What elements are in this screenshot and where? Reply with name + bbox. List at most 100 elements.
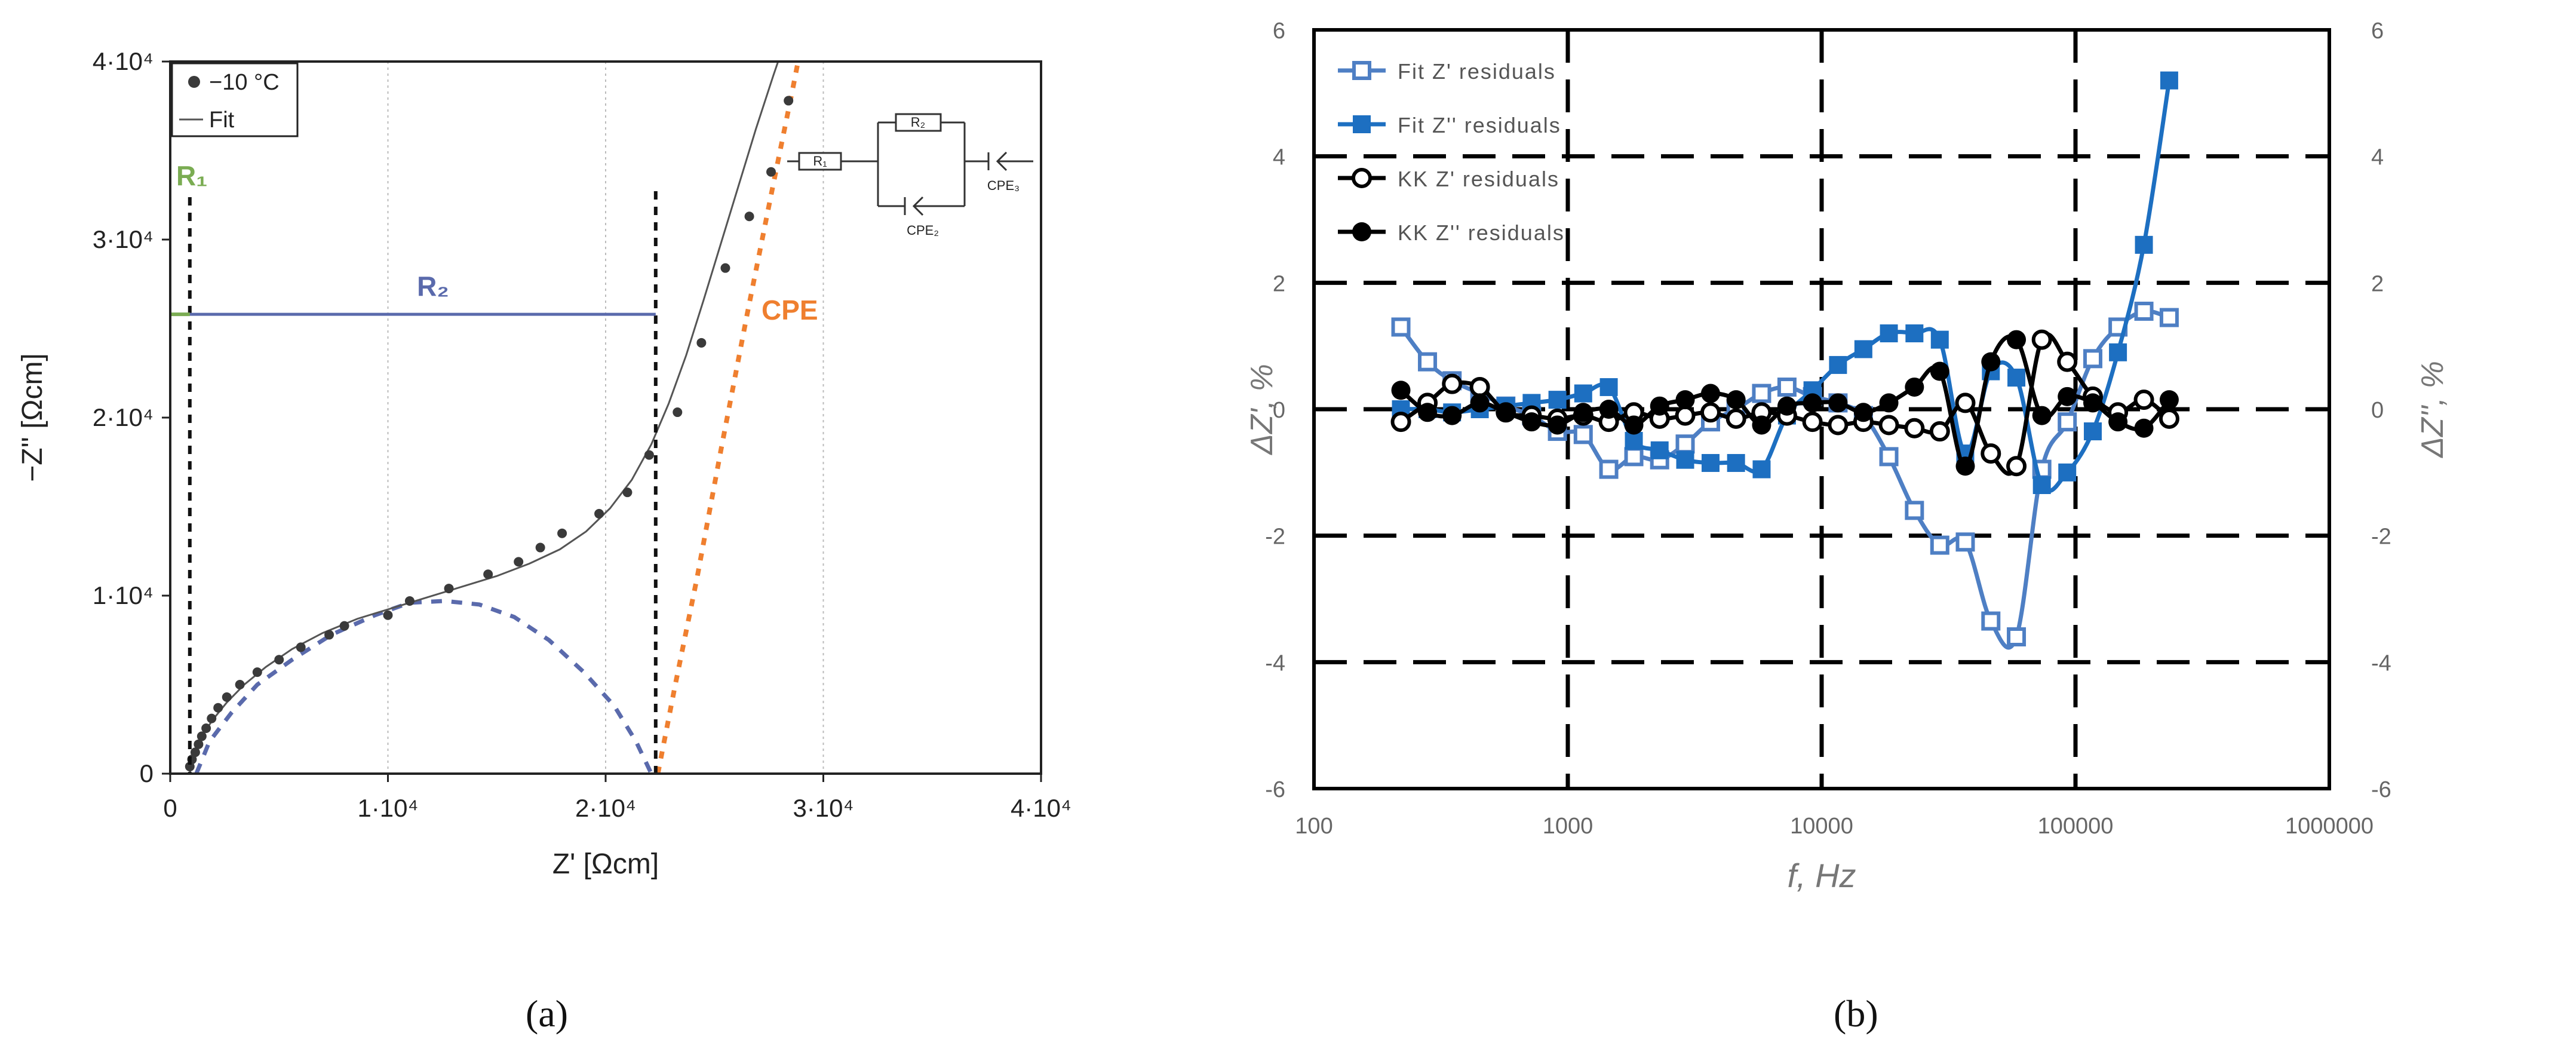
panel-label-b: (b)	[1834, 992, 1878, 1035]
data-point	[1573, 403, 1593, 422]
chart-b-series	[1390, 71, 2179, 650]
y2-tick-label: 0	[2371, 398, 2384, 423]
cpe-line	[655, 62, 801, 774]
data-point	[1880, 324, 1898, 342]
data-point	[1752, 460, 1771, 479]
x-tick-label: 100000	[2038, 814, 2114, 839]
data-point	[557, 528, 567, 538]
data-point	[2083, 393, 2102, 413]
x-tick-label: 1000000	[2285, 814, 2374, 839]
legend-marker	[1352, 168, 1372, 188]
data-point	[1981, 352, 2001, 372]
data-point	[1777, 396, 1797, 416]
data-point	[1599, 400, 1619, 419]
data-point	[1727, 453, 1745, 472]
legend-marker	[1352, 61, 1371, 80]
data-point	[1548, 415, 1567, 435]
legend-label-fit: Fit	[209, 108, 235, 133]
legend-label: KK Z' residuals	[1398, 167, 1559, 191]
data-point	[1955, 532, 1975, 552]
chart-b-frame	[1312, 28, 2331, 790]
circuit-label-r2: R₂	[911, 115, 925, 130]
data-point	[2159, 308, 2179, 327]
nyquist-chart: 0 1·10⁴ 2·10⁴ 3·10⁴ 4·10⁴ 0 1·10⁴ 2·10⁴ 3·10⁴ 4·1…	[17, 47, 1071, 880]
data-point	[1700, 384, 1720, 403]
data-point	[1725, 408, 1746, 429]
data-point	[1442, 406, 1462, 425]
data-point	[1675, 390, 1695, 410]
chart-b-x-axis-label: f, Hz	[1787, 857, 1856, 894]
y-tick-label: 0	[140, 759, 153, 787]
data-point	[766, 167, 776, 177]
y2-tick-label: 4	[2371, 145, 2384, 170]
data-point	[1574, 384, 1592, 403]
data-point	[2057, 351, 2078, 372]
data-point	[1676, 450, 1694, 469]
y2-tick-label: -2	[2371, 525, 2391, 550]
data-point	[744, 211, 754, 222]
chart-a-ticks: 0 1·10⁴ 2·10⁴ 3·10⁴ 4·10⁴ 0 1·10⁴ 2·10⁴ 3·10⁴ 4·1…	[93, 47, 1071, 822]
chart-b-y-axis-label: ΔZ', %	[1245, 364, 1279, 456]
data-point	[444, 584, 454, 594]
y-tick-label: -2	[1265, 525, 1285, 550]
circuit-label-r1: R₁	[813, 154, 827, 168]
series-kk-z-imag	[1391, 330, 2179, 476]
data-point	[2134, 418, 2154, 438]
data-point	[2007, 627, 2027, 646]
chart-b-legend: Fit Z' residuals Fit Z'' residuals KK Z' r…	[1338, 59, 1565, 245]
data-point	[483, 569, 493, 579]
legend-marker	[1353, 115, 1371, 133]
x-tick-label: 1000	[1543, 814, 1594, 839]
data-point	[2058, 463, 2077, 482]
x-tick-label: 4·10⁴	[1011, 794, 1071, 822]
data-point	[2083, 422, 2102, 441]
chart-a-x-axis-label: Z' [Ωcm]	[552, 848, 659, 880]
data-point	[644, 450, 654, 460]
x-tick-label: 100	[1295, 814, 1332, 839]
data-point	[2133, 390, 2154, 410]
chart-a-y-axis-label: −Z'' [Ωcm]	[17, 353, 48, 482]
data-point	[2032, 406, 2052, 425]
data-point	[1828, 415, 1849, 436]
data-point	[784, 96, 794, 106]
equivalent-circuit-diagram	[787, 113, 1033, 216]
data-point	[1777, 377, 1797, 397]
data-point	[1829, 355, 1847, 374]
legend-marker	[1352, 222, 1371, 241]
data-point	[1905, 324, 1924, 342]
y2-tick-label: -6	[2371, 777, 2391, 802]
data-point	[2160, 71, 2178, 90]
y2-tick-label: 2	[2371, 271, 2384, 296]
data-point	[1752, 415, 1771, 435]
data-point	[1904, 418, 1925, 439]
y-tick-label: 0	[1273, 398, 1285, 423]
cpe-annotation: CPE	[762, 295, 818, 326]
panel-label-a: (a)	[526, 992, 569, 1035]
data-point	[2007, 330, 2027, 349]
data-point	[1879, 393, 1899, 413]
series-fit-z-imag	[1392, 71, 2178, 494]
data-point	[324, 630, 334, 640]
legend-label: KK Z'' residuals	[1398, 220, 1565, 245]
data-point	[2058, 412, 2077, 432]
data-point	[2031, 329, 2052, 350]
y-tick-label: -4	[1265, 651, 1285, 676]
data-point	[1469, 376, 1490, 397]
data-point	[594, 508, 604, 519]
data-point	[1573, 425, 1593, 444]
data-point	[514, 557, 524, 567]
series-line	[1401, 80, 2172, 493]
data-point	[1625, 431, 1643, 450]
y2-tick-label: 6	[2371, 19, 2384, 44]
x-tick-label: 1·10⁴	[357, 794, 418, 822]
data-point	[201, 723, 211, 734]
legend-box	[171, 62, 299, 137]
data-point	[1803, 393, 1822, 413]
data-point	[1905, 377, 1924, 397]
chart-a-legend: −10 °C Fit	[171, 62, 299, 137]
data-point	[1802, 412, 1823, 433]
data-point	[1442, 373, 1463, 394]
data-point	[383, 610, 393, 620]
legend-marker-data	[188, 76, 200, 88]
data-point	[1955, 393, 1976, 413]
